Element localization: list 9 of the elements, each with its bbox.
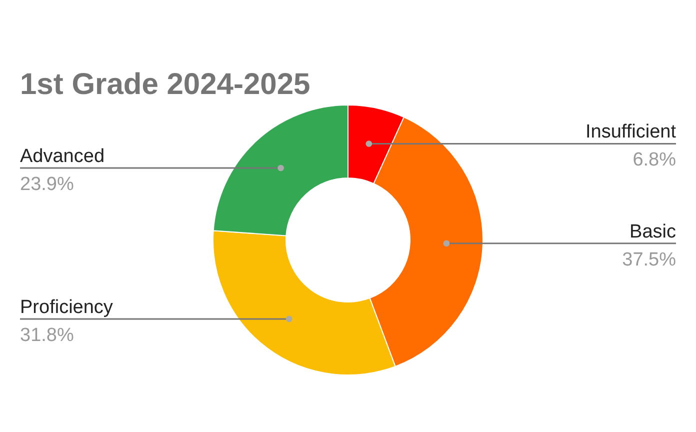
slice-label: Insufficient [586,122,677,143]
data-label: 37.5% [622,249,676,270]
chart-title: 1st Grade 2024-2025 [20,68,310,101]
slice-label: Proficiency [20,296,114,318]
data-label: 23.9% [20,174,74,195]
slice-label: Basic [630,221,676,242]
data-label: 6.8% [632,150,676,171]
data-label: 31.8% [20,324,74,346]
slice-label: Advanced [20,146,105,167]
